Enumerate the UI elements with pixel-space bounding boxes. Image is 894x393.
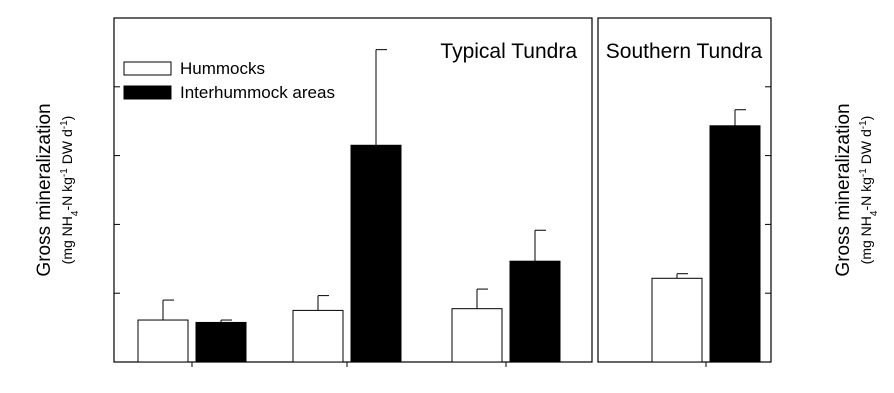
left-y-axis-units: (mg NH4-N kg-1 DW d-1)	[59, 116, 81, 265]
right-y-axis-label: Gross mineralization (mg NH4-N kg-1 DW d…	[833, 103, 880, 276]
bar-interhummock-areas-mesic	[709, 125, 761, 363]
bar-hummocks-mesic	[651, 277, 703, 363]
panel-title-southern-tundra: Southern Tundra	[606, 40, 763, 63]
right-y-axis-units: (mg NH4-N kg-1 DW d-1)	[858, 116, 880, 265]
bar-hummocks-wet	[292, 309, 344, 363]
legend-label-interhummock: Interhummock areas	[180, 83, 335, 102]
bar-interhummock-areas-waterlogged	[195, 321, 247, 363]
bar-hummocks-waterlogged	[137, 319, 189, 363]
bar-hummocks-mesic	[451, 308, 503, 363]
panel-title-typical-tundra: Typical Tundra	[440, 40, 577, 63]
legend: Hummocks Interhummock areas	[123, 59, 335, 102]
legend-label-hummocks: Hummocks	[180, 59, 265, 78]
right-y-axis-title: Gross mineralization	[833, 103, 854, 276]
bar-interhummock-areas-mesic	[509, 260, 561, 363]
legend-swatch-interhummock	[123, 85, 172, 100]
left-y-axis-title: Gross mineralization	[34, 103, 55, 276]
chart-marks	[114, 17, 771, 367]
bar-interhummock-areas-wet	[350, 144, 402, 363]
left-y-axis-label: Gross mineralization (mg NH4-N kg-1 DW d…	[34, 103, 81, 276]
legend-swatch-hummocks	[123, 61, 172, 76]
